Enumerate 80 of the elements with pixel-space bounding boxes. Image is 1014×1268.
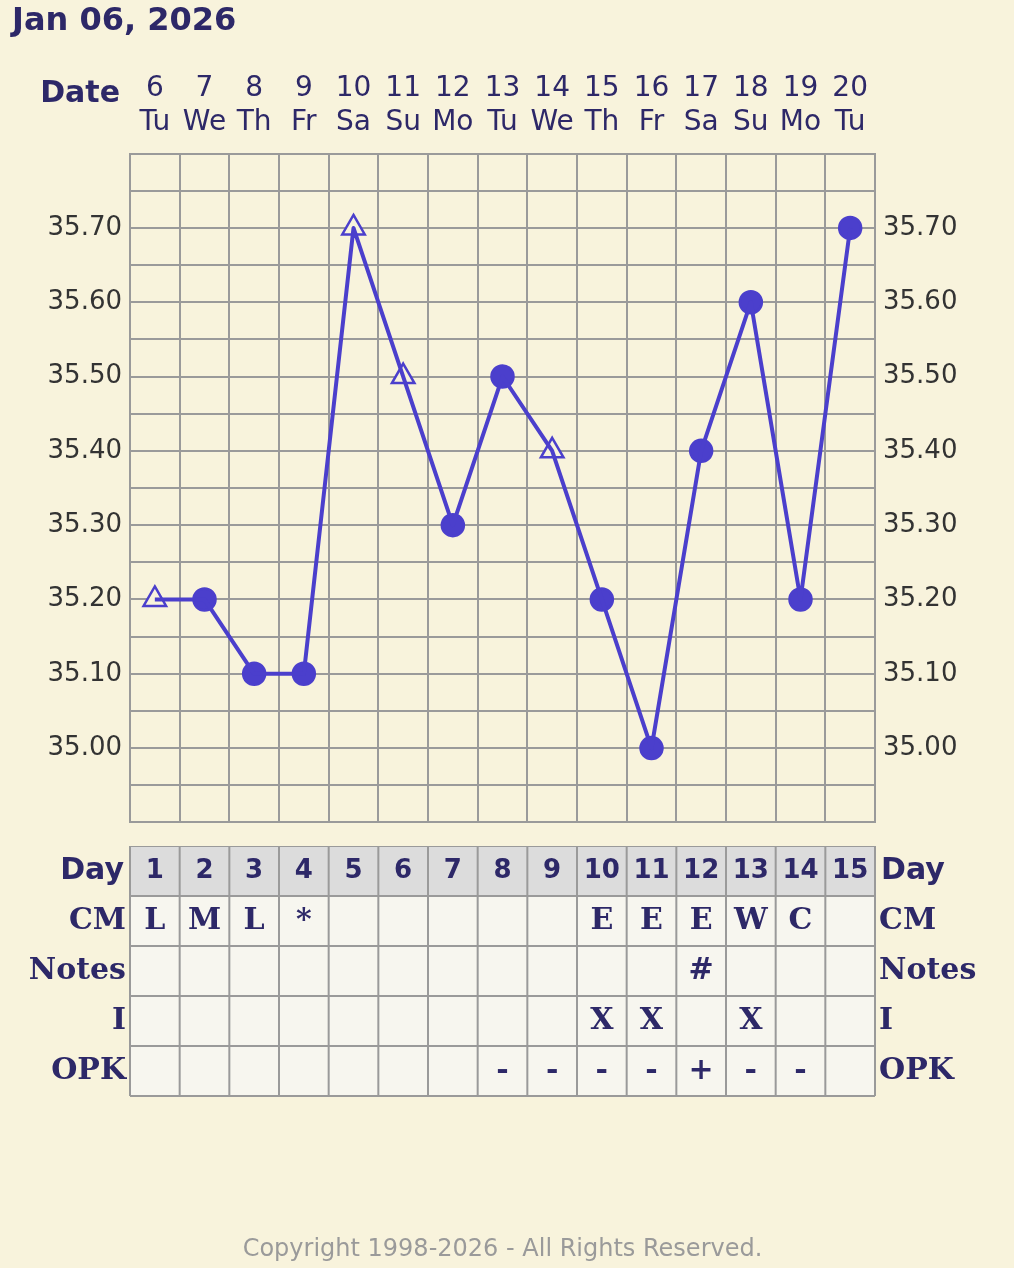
y-tick-label: OPK xyxy=(51,1050,127,1086)
x-tick-label: 1 xyxy=(145,853,164,884)
text: W xyxy=(733,900,768,936)
text: - xyxy=(645,1050,658,1086)
y2-tick-label: 35.50 xyxy=(883,359,958,390)
point xyxy=(837,215,863,241)
y2-tick-label: 35.10 xyxy=(883,656,958,687)
x-tick-label: 15 Th xyxy=(583,70,620,138)
text: M xyxy=(187,900,222,936)
x-tick-label: 20 Tu xyxy=(832,70,868,138)
x-tick-label: 12 Mo xyxy=(432,70,474,138)
text: L xyxy=(243,900,265,936)
x-tick-label: 11 Su xyxy=(385,70,421,138)
x-tick-label: 5 xyxy=(344,853,363,884)
x-tick-label: 17 Sa xyxy=(683,70,719,138)
y-tick-label: 35.60 xyxy=(47,284,122,315)
x-tick-label: 12 xyxy=(683,853,720,884)
y-tick-label: 35.20 xyxy=(47,582,122,613)
y2-tick-label: I xyxy=(879,1000,894,1036)
text: - xyxy=(794,1050,807,1086)
x-tick-label: 6 xyxy=(394,853,413,884)
text: E xyxy=(689,900,713,936)
text: Copyright 1998-2026 - All Rights Reserved. xyxy=(242,1234,763,1263)
y-tick-label: 35.40 xyxy=(47,433,122,464)
text: - xyxy=(545,1050,559,1086)
y-tick-label: 35.00 xyxy=(47,730,122,761)
x-tick-label: 15 xyxy=(832,853,869,884)
y2-tick-label: 35.00 xyxy=(883,730,958,761)
x-tick-label: 11 xyxy=(633,853,670,884)
y-tick-label: 35.50 xyxy=(47,359,122,390)
y2-tick-label: 35.30 xyxy=(883,507,958,538)
text: X xyxy=(739,1000,763,1036)
text: L xyxy=(144,900,166,936)
text: * xyxy=(295,900,312,936)
text: Day xyxy=(881,850,945,886)
y-tick-label: 35.70 xyxy=(47,210,122,241)
text: X xyxy=(590,1000,614,1036)
y2-tick-label: Notes xyxy=(879,950,977,986)
x-tick-label: 7 xyxy=(443,853,462,884)
text: + xyxy=(688,1050,714,1086)
y-tick-label: 35.10 xyxy=(47,656,122,687)
text: # xyxy=(688,950,714,986)
chart-title: Jan 06, 2026 xyxy=(10,0,237,38)
x-tick-label: 7 We xyxy=(182,70,227,138)
x-axis-title: Day xyxy=(60,850,125,886)
y2-tick-label: 35.70 xyxy=(883,210,958,241)
x-tick-label: 8 Th xyxy=(235,70,272,138)
y2-tick-label: 35.40 xyxy=(883,433,958,464)
x-tick-label: 14 We xyxy=(530,70,574,138)
x-tick-label: 3 xyxy=(245,853,264,884)
text: - xyxy=(595,1050,609,1086)
x-tick-label: 2 xyxy=(195,853,214,884)
text: C xyxy=(788,900,813,936)
x-tick-label: 18 Su xyxy=(733,70,769,138)
text: E xyxy=(590,900,614,936)
x-tick-label: 16 Fr xyxy=(633,70,670,138)
x-tick-label: 13 xyxy=(732,853,769,884)
text: E xyxy=(640,900,663,936)
y2-tick-label: 35.60 xyxy=(883,284,958,315)
y-tick-label: 35.30 xyxy=(47,507,122,538)
y-tick-label: CM xyxy=(68,900,126,936)
text: - xyxy=(496,1050,509,1086)
x-tick-label: 9 xyxy=(543,853,562,884)
text: X xyxy=(639,1000,664,1036)
x-tick-label: 19 Mo xyxy=(779,70,822,138)
y2-tick-label: CM xyxy=(879,900,937,936)
x-tick-label: 13 Tu xyxy=(484,70,521,138)
x-tick-label: 8 xyxy=(493,853,512,884)
x-tick-label: 4 xyxy=(294,853,313,884)
x-tick-label: 9 Fr xyxy=(291,70,318,138)
x-tick-label: 10 xyxy=(583,853,620,884)
y2-tick-label: 35.20 xyxy=(883,582,958,613)
x-tick-label: 10 Sa xyxy=(335,70,372,138)
text: - xyxy=(744,1050,758,1086)
y2-tick-label: OPK xyxy=(879,1050,955,1086)
x-tick-label: 6 Tu xyxy=(138,70,171,138)
x-axis-title: Date xyxy=(40,73,120,109)
x-tick-label: 14 xyxy=(782,853,819,884)
y-tick-label: I xyxy=(111,1000,126,1036)
y-tick-label: Notes xyxy=(28,950,126,986)
